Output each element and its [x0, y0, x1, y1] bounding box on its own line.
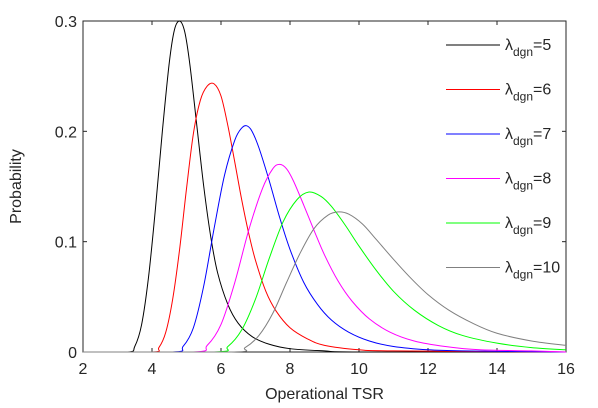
x-tick-label: 8	[286, 361, 295, 378]
y-axis: 0 0.1 0.2 0.3	[55, 14, 566, 362]
x-tick-label: 14	[488, 361, 506, 378]
x-tick-label: 10	[350, 361, 368, 378]
legend-symbol: λ	[505, 171, 513, 188]
legend-symbol: λ	[505, 215, 513, 232]
legend-subscript: dgn	[513, 179, 533, 193]
y-axis-label: Probability	[8, 149, 25, 224]
series-line-8	[82, 163, 567, 353]
x-tick-label: 2	[79, 361, 88, 378]
legend-value: =10	[533, 260, 560, 277]
legend-subscript: dgn	[513, 223, 533, 237]
legend-value: =5	[533, 37, 551, 54]
x-axis-label: Operational TSR	[265, 386, 384, 403]
legend-symbol: λ	[505, 126, 513, 143]
legend-entry: λdgn=9	[446, 215, 551, 237]
legend-label: λdgn=5	[505, 37, 551, 59]
legend-value: =9	[533, 215, 551, 232]
y-tick-label: 0.1	[55, 235, 77, 252]
legend-entry: λdgn=6	[446, 82, 551, 104]
series-layer	[82, 20, 567, 353]
x-axis: 2 4 6 8 10 12 14 16	[79, 21, 575, 378]
legend-entry: λdgn=8	[446, 171, 551, 193]
y-tick-label: 0	[68, 345, 77, 362]
series-line-10	[82, 211, 567, 353]
legend-symbol: λ	[505, 82, 513, 99]
legend-label: λdgn=7	[505, 126, 551, 148]
legend-value: =7	[533, 126, 551, 143]
legend-value: =8	[533, 171, 551, 188]
legend-entry: λdgn=10	[446, 260, 560, 282]
legend-entry: λdgn=5	[446, 37, 551, 59]
series-line-5	[82, 20, 566, 353]
legend-symbol: λ	[505, 37, 513, 54]
y-tick-label: 0.2	[55, 124, 77, 141]
x-tick-label: 4	[148, 361, 157, 378]
legend-label: λdgn=10	[505, 260, 560, 282]
series-line-9	[82, 191, 567, 353]
legend-subscript: dgn	[513, 45, 533, 59]
legend-label: λdgn=9	[505, 215, 551, 237]
series-line-7	[82, 125, 567, 353]
legend-label: λdgn=6	[505, 82, 551, 104]
x-tick-label: 16	[557, 361, 575, 378]
x-tick-label: 12	[419, 361, 437, 378]
legend-subscript: dgn	[513, 90, 533, 104]
legend-symbol: λ	[505, 260, 513, 277]
plot-area	[82, 20, 567, 353]
legend-label: λdgn=8	[505, 171, 551, 193]
plot-frame	[82, 20, 567, 353]
series-line-6	[82, 82, 567, 353]
legend-subscript: dgn	[513, 268, 533, 282]
legend-value: =6	[533, 82, 551, 99]
legend-subscript: dgn	[513, 134, 533, 148]
y-tick-label: 0.3	[55, 14, 77, 31]
x-tick-label: 6	[217, 361, 226, 378]
legend-entry: λdgn=7	[446, 126, 551, 148]
